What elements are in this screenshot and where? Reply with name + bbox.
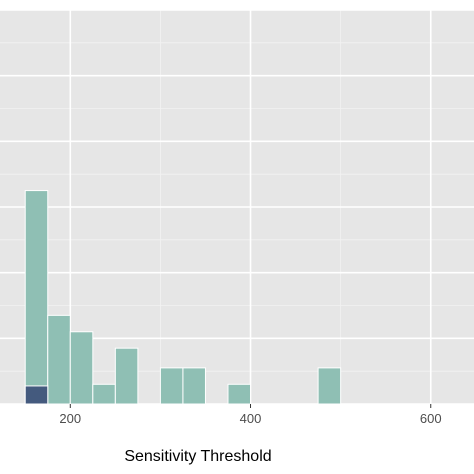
histogram-bar bbox=[47, 314, 71, 404]
major-gridlines bbox=[0, 9, 474, 405]
x-tick-label: 200 bbox=[59, 411, 81, 426]
histogram-bar bbox=[69, 331, 94, 404]
x-tick-label: 400 bbox=[240, 411, 262, 426]
histogram-bar bbox=[24, 385, 49, 404]
histogram-bar bbox=[182, 367, 206, 404]
x-axis-title: Sensitivity Threshold bbox=[124, 448, 271, 465]
histogram-bars bbox=[24, 190, 342, 404]
x-axis-ticks: 200 400 600 bbox=[59, 404, 442, 426]
bars-clipped bbox=[24, 190, 342, 404]
x-tick-label: 600 bbox=[420, 411, 442, 426]
histogram-bar bbox=[24, 190, 49, 404]
histogram-bar bbox=[317, 367, 342, 404]
histogram-bar bbox=[114, 347, 139, 404]
histogram-bar bbox=[227, 383, 252, 404]
histogram-bar bbox=[92, 383, 116, 404]
histogram-bar bbox=[159, 367, 184, 404]
